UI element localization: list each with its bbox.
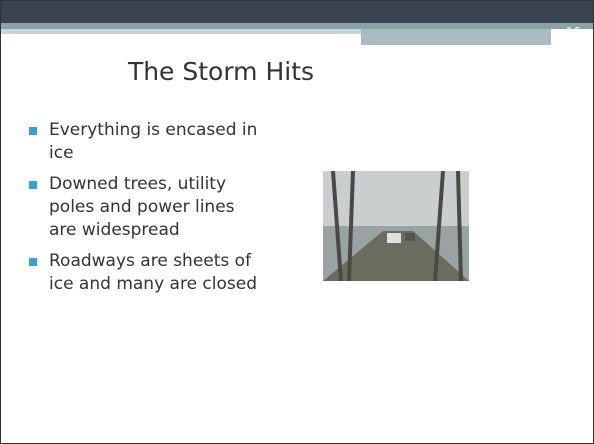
bullet-text: poles and power lines [49, 197, 235, 217]
stripe [361, 29, 551, 45]
bullet: Roadways are sheets of ice and many are c… [21, 250, 321, 296]
slide-number: 16 [565, 25, 581, 39]
bullet-text: ice and many are closed [49, 274, 258, 294]
top-bar [1, 1, 593, 23]
slide-title: The Storm Hits [127, 57, 315, 86]
stripe [1, 23, 593, 29]
stripe [1, 29, 361, 34]
bullet-text: Downed trees, utility [49, 174, 227, 194]
bullet-text: are widespread [49, 220, 180, 240]
bullet-text: Roadways are sheets of [49, 251, 252, 271]
bullet-list: Everything is encased in ice Downed trees,… [21, 119, 321, 304]
bullet-text: ice [49, 143, 74, 163]
bullet-marker [29, 258, 37, 266]
photo [323, 171, 469, 281]
bullet: Everything is encased in ice [21, 119, 321, 165]
bullet-text: Everything is encased in [49, 120, 258, 140]
bullet-marker [29, 181, 37, 189]
bullet: Downed trees, utility poles and power lin… [21, 173, 321, 242]
bullet-marker [29, 127, 37, 135]
